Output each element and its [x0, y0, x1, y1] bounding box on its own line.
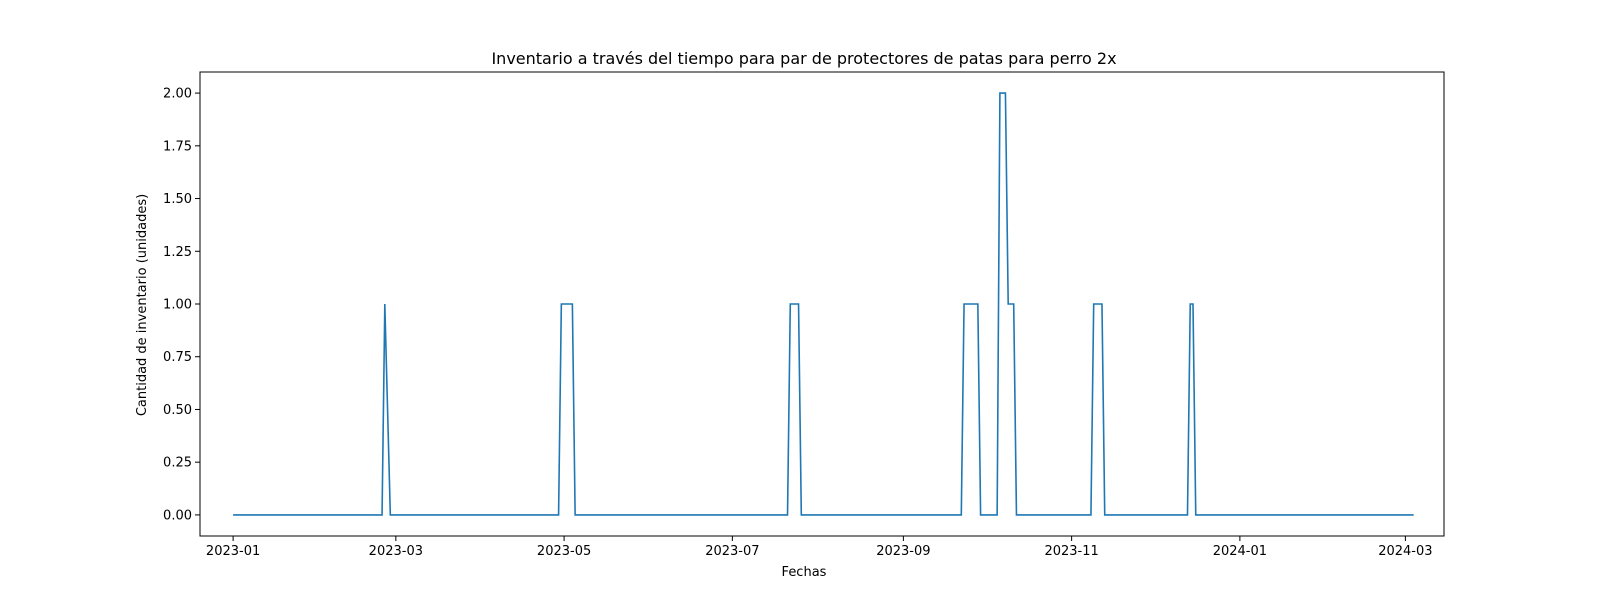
axes-frame: [199, 71, 1445, 537]
x-axis-label: Fechas: [782, 565, 827, 580]
x-tick-label: 2023-07: [705, 544, 759, 559]
x-tick-label: 2023-01: [206, 544, 260, 559]
x-tick-label: 2023-11: [1044, 544, 1098, 559]
y-tick-label: 1.00: [163, 298, 192, 313]
series-line-0: [233, 92, 1414, 516]
y-tick-label: 0.00: [163, 508, 192, 523]
y-tick-label: 1.25: [163, 245, 192, 260]
y-tick-label: 2.00: [163, 87, 192, 102]
chart-title: Inventario a través del tiempo para par …: [491, 49, 1116, 68]
x-tick-label: 2023-05: [537, 544, 591, 559]
y-tick-label: 0.75: [163, 350, 192, 365]
y-tick-label: 0.25: [163, 456, 192, 471]
y-tick-label: 1.50: [163, 192, 192, 207]
x-tick-label: 2024-01: [1213, 544, 1267, 559]
x-tick-label: 2023-09: [876, 544, 930, 559]
x-tick-label: 2023-03: [369, 544, 423, 559]
y-axis-label: Cantidad de inventario (unidades): [135, 194, 150, 416]
x-axis: 2023-01 2023-03 2023-05 2023-07 2023-09 2023-…: [206, 536, 1433, 559]
plot-area: [199, 71, 1445, 537]
x-tick-label: 2024-03: [1378, 544, 1432, 559]
y-axis: 0.00 0.25 0.50 0.75 1.00 1.25 1.50 1.75 2.00: [163, 87, 200, 523]
y-tick-label: 1.75: [163, 139, 192, 154]
y-tick-label: 0.50: [163, 403, 192, 418]
